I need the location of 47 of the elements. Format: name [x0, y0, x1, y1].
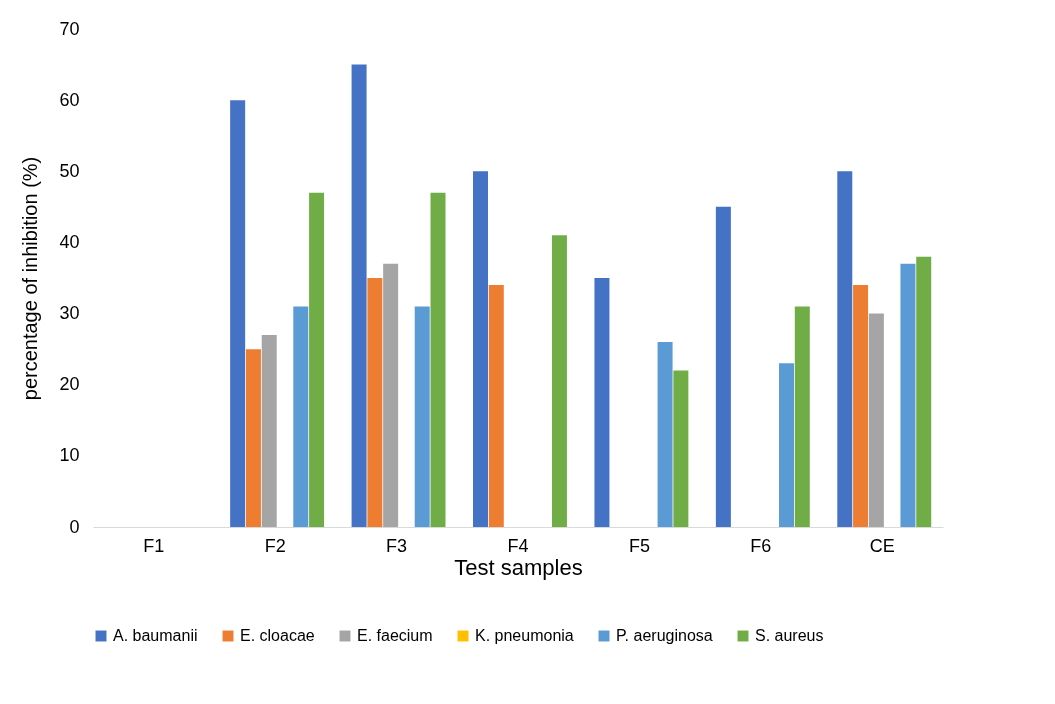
x-tick-label: F6	[750, 535, 772, 556]
bar	[794, 306, 810, 527]
bar	[230, 100, 246, 527]
bar	[673, 370, 689, 527]
bar	[837, 171, 853, 527]
bar	[367, 278, 383, 527]
legend-label: P. aeruginosa	[616, 627, 713, 644]
bar	[657, 342, 673, 527]
x-tick-label: F2	[264, 535, 286, 556]
bar	[414, 306, 430, 527]
bar	[900, 263, 916, 527]
bar	[868, 313, 884, 527]
x-axis-title: Test samples	[454, 554, 583, 580]
x-tick-label: F3	[386, 535, 408, 556]
bar	[779, 363, 795, 527]
x-tick-label: CE	[869, 535, 895, 556]
bar	[293, 306, 309, 527]
bar	[551, 235, 567, 527]
y-tick-label: 60	[59, 89, 80, 110]
y-tick-label: 40	[59, 231, 80, 252]
y-tick-label: 20	[59, 374, 80, 395]
legend-label: E. faecium	[357, 627, 433, 644]
x-tick-label: F4	[507, 535, 529, 556]
bar	[430, 192, 446, 527]
legend-label: A. baumanii	[113, 627, 198, 644]
y-axis-title: percentage of inhibition (%)	[19, 156, 42, 401]
legend-label: K. pneumonia	[475, 627, 574, 644]
y-tick-label: 10	[59, 445, 80, 466]
bar	[488, 285, 504, 527]
bar	[245, 349, 261, 527]
legend-label: S. aureus	[755, 627, 824, 644]
bar	[261, 334, 277, 527]
bar	[715, 206, 731, 527]
legend-label: E. cloacae	[240, 627, 315, 644]
bar	[853, 285, 869, 527]
bar	[473, 171, 489, 527]
bar	[309, 192, 325, 527]
y-tick-label: 70	[59, 18, 80, 39]
y-tick-label: 50	[59, 160, 80, 181]
y-tick-label: 0	[69, 516, 80, 537]
bar	[351, 64, 367, 527]
y-tick-label: 30	[59, 303, 80, 324]
bar	[594, 278, 610, 527]
x-tick-label: F1	[143, 535, 165, 556]
x-tick-label: F5	[628, 535, 650, 556]
bar	[916, 256, 932, 527]
bar	[383, 263, 399, 527]
